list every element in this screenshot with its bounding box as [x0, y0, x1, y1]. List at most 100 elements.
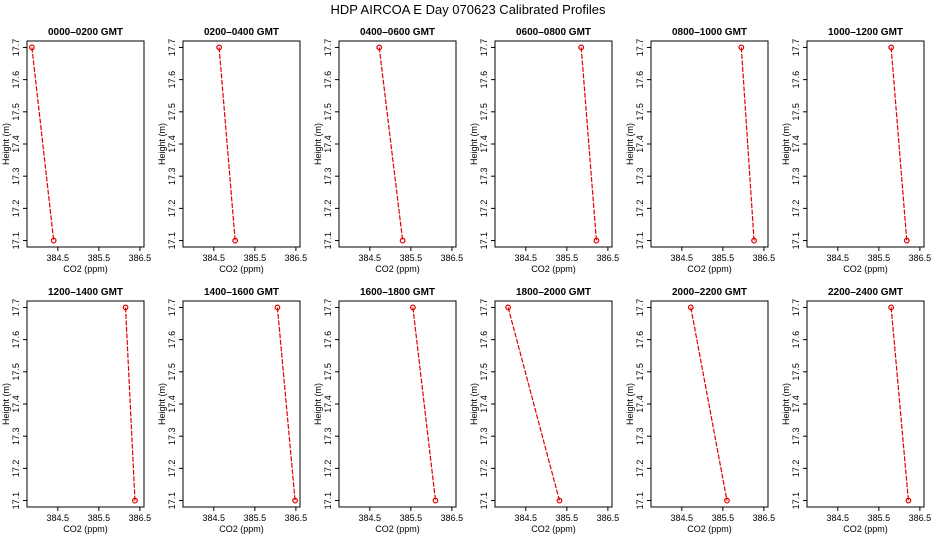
- x-tick-label: 385.5: [244, 513, 267, 523]
- y-tick-label: 17.7: [11, 39, 21, 57]
- y-tick-label: 17.4: [791, 135, 801, 153]
- x-tick-label: 386.5: [441, 513, 464, 523]
- plot-frame: [182, 40, 301, 248]
- y-tick-label: 17.3: [11, 427, 21, 445]
- y-tick-label: 17.4: [167, 135, 177, 153]
- x-tick-label: 385.5: [868, 253, 891, 263]
- data-point: [216, 44, 223, 51]
- profile-panel-7: 1200–1400 GMT 384.5 385.5 386.5 17.1 17.2 17.3…: [1, 287, 151, 534]
- y-tick-label: 17.4: [323, 135, 333, 153]
- x-tick-label: 386.5: [129, 253, 152, 263]
- profile-line: [690, 307, 728, 501]
- y-tick-label: 17.5: [635, 363, 645, 381]
- x-tick-label: 384.5: [203, 253, 226, 263]
- data-point: [376, 44, 383, 51]
- data-point: [122, 304, 129, 311]
- profile-panel-5: 0800–1000 GMT 384.5 385.5 386.5 17.1 17.2 17.3…: [625, 27, 775, 274]
- x-tick-label: 386.5: [753, 253, 776, 263]
- y-tick-label: 17.3: [791, 427, 801, 445]
- plot-frame: [650, 40, 769, 248]
- profile-panel-12: 2200–2400 GMT 384.5 385.5 386.5 17.1 17.2 17.3…: [781, 287, 931, 534]
- y-tick-label: 17.6: [167, 331, 177, 349]
- y-axis-label: Height (m): [313, 383, 323, 425]
- y-tick-label: 17.2: [791, 460, 801, 478]
- y-tick-label: 17.3: [167, 427, 177, 445]
- y-tick-label: 17.6: [11, 331, 21, 349]
- panel-title: 0000–0200 GMT: [48, 27, 123, 38]
- y-tick-label: 17.3: [323, 427, 333, 445]
- y-tick-label: 17.7: [791, 39, 801, 57]
- panel-title: 0800–1000 GMT: [672, 27, 747, 38]
- panel-title: 0600–0800 GMT: [516, 27, 591, 38]
- y-tick-label: 17.6: [11, 71, 21, 89]
- data-point: [888, 304, 895, 311]
- y-tick-label: 17.4: [11, 135, 21, 153]
- x-axis-label: CO2 (ppm): [531, 264, 576, 274]
- x-tick-label: 385.5: [400, 513, 423, 523]
- plot-frame: [494, 300, 613, 508]
- y-tick-label: 17.2: [635, 200, 645, 218]
- data-point: [905, 497, 912, 504]
- x-tick-label: 385.5: [400, 253, 423, 263]
- x-tick-label: 384.5: [47, 513, 70, 523]
- data-point: [556, 497, 563, 504]
- y-tick-label: 17.1: [479, 492, 489, 510]
- data-point: [132, 497, 138, 504]
- panel-title: 1200–1400 GMT: [48, 287, 123, 298]
- profile-panel-4: 0600–0800 GMT 384.5 385.5 386.5 17.1 17.2 17.3…: [469, 27, 619, 274]
- data-point: [888, 44, 895, 51]
- x-tick-label: 386.5: [285, 253, 308, 263]
- y-tick-label: 17.1: [11, 492, 21, 510]
- y-tick-label: 17.4: [11, 395, 21, 413]
- x-tick-label: 384.5: [671, 253, 694, 263]
- y-tick-label: 17.7: [635, 39, 645, 57]
- panel-title: 1400–1600 GMT: [204, 287, 279, 298]
- x-axis-label: CO2 (ppm): [219, 524, 264, 534]
- plot-frame: [338, 300, 457, 508]
- y-tick-label: 17.7: [479, 299, 489, 317]
- y-tick-label: 17.3: [635, 167, 645, 185]
- panel-title: 2000–2200 GMT: [672, 287, 747, 298]
- profile-panel-6: 1000–1200 GMT 384.5 385.5 386.5 17.1 17.2 17.3…: [781, 27, 931, 274]
- panel-title: 0400–0600 GMT: [360, 27, 435, 38]
- y-tick-label: 17.2: [479, 200, 489, 218]
- profile-line: [580, 47, 597, 241]
- x-axis-label: CO2 (ppm): [63, 264, 108, 274]
- y-tick-label: 17.3: [479, 427, 489, 445]
- y-tick-label: 17.5: [791, 103, 801, 121]
- y-axis-label: Height (m): [625, 383, 635, 425]
- y-tick-label: 17.1: [323, 232, 333, 250]
- x-tick-label: 384.5: [203, 513, 226, 523]
- x-axis-label: CO2 (ppm): [63, 524, 108, 534]
- y-axis-label: Height (m): [313, 123, 323, 165]
- y-tick-label: 17.3: [323, 167, 333, 185]
- plot-frame: [26, 40, 145, 248]
- x-axis-label: CO2 (ppm): [219, 264, 264, 274]
- y-tick-label: 17.1: [635, 232, 645, 250]
- x-tick-label: 385.5: [88, 513, 111, 523]
- y-tick-label: 17.5: [167, 363, 177, 381]
- x-tick-label: 386.5: [441, 253, 464, 263]
- y-tick-label: 17.6: [479, 71, 489, 89]
- x-tick-label: 385.5: [556, 253, 579, 263]
- profile-panel-3: 0400–0600 GMT 384.5 385.5 386.5 17.1 17.2 17.3…: [313, 27, 463, 274]
- y-axis-label: Height (m): [1, 383, 11, 425]
- x-tick-label: 384.5: [515, 253, 538, 263]
- x-tick-label: 384.5: [827, 253, 850, 263]
- data-point: [751, 237, 757, 244]
- plot-frame: [338, 40, 457, 248]
- profile-line: [890, 47, 908, 241]
- y-tick-label: 17.7: [323, 39, 333, 57]
- x-tick-label: 384.5: [515, 513, 538, 523]
- y-tick-label: 17.2: [167, 460, 177, 478]
- y-tick-label: 17.6: [635, 331, 645, 349]
- y-tick-label: 17.6: [791, 331, 801, 349]
- y-tick-label: 17.7: [323, 299, 333, 317]
- y-tick-label: 17.2: [323, 460, 333, 478]
- y-tick-label: 17.6: [635, 71, 645, 89]
- x-tick-label: 386.5: [597, 513, 620, 523]
- data-point: [738, 44, 745, 51]
- x-axis-label: CO2 (ppm): [531, 524, 576, 534]
- x-tick-label: 384.5: [47, 253, 70, 263]
- y-tick-label: 17.6: [791, 71, 801, 89]
